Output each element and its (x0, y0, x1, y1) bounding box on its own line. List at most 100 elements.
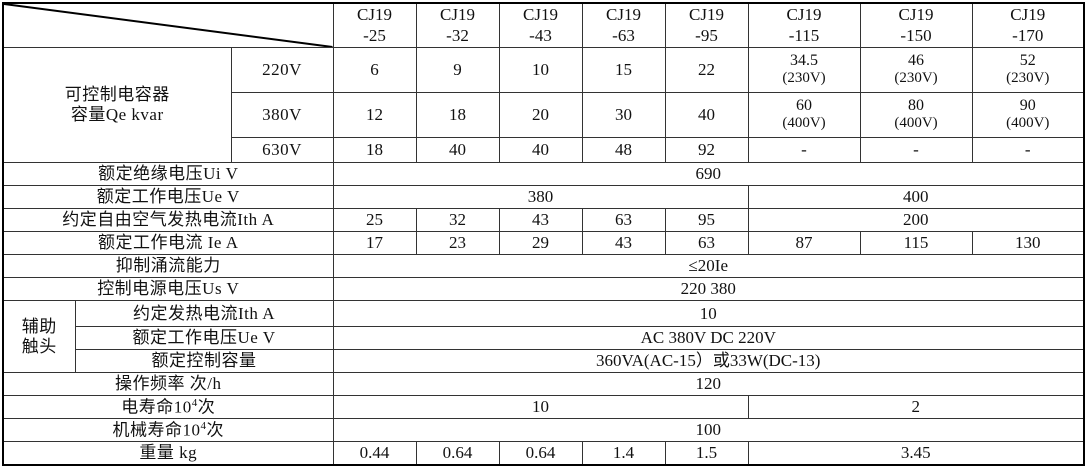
diagonal-divider-icon (4, 4, 332, 47)
capacity-380v-value-3: 20 (498, 91, 583, 138)
aux-control-capacity-value: 360VA(AC-15）或33W(DC-13) (332, 349, 1085, 373)
capacity-380v-value-6: 60 (400V) (747, 91, 861, 138)
value-note: (230V) (894, 70, 938, 87)
weight-value-right: 3.45 (747, 441, 1085, 466)
capacity-380v-value-7: 80 (400V) (859, 91, 973, 138)
operating-voltage-value-left: 380 (332, 185, 749, 210)
value: 46 (908, 52, 924, 70)
value-note: (400V) (1006, 115, 1050, 132)
model-header-2: CJ19 -32 (415, 2, 500, 48)
model-name: CJ19 (357, 5, 392, 25)
row-operating-frequency: 操作频率 次/h 120 (2, 372, 1085, 396)
thermal-current-value-right: 200 (747, 208, 1085, 233)
electrical-life-label-pre: 电寿命10 (121, 397, 192, 417)
capacity-220v-value-4: 15 (581, 47, 666, 93)
aux-thermal-current-value: 10 (332, 300, 1085, 327)
weight-value-2: 0.64 (415, 441, 500, 466)
capacity-630v-value-7: - (859, 136, 973, 164)
model-header-8: CJ19 -170 (971, 2, 1085, 48)
aux-control-capacity-label: 额定控制容量 (74, 349, 334, 373)
row-rated-current: 额定工作电流 Ie A 17 23 29 43 63 87 115 130 (2, 231, 1085, 256)
auxiliary-group-label: 辅助 触头 (2, 300, 76, 373)
aux-operating-voltage-value: AC 380V DC 220V (332, 326, 1085, 350)
model-header-4: CJ19 -63 (581, 2, 666, 48)
row-aux-thermal-current: 辅助 触头 约定发热电流Ith A 10 (2, 300, 1085, 373)
row-aux-control-capacity: 额定控制容量 360VA(AC-15）或33W(DC-13) (3, 349, 1085, 373)
capacity-voltage-220v: 220V (230, 47, 334, 93)
value-note: (400V) (782, 115, 826, 132)
model-suffix: -43 (529, 25, 552, 45)
model-name: CJ19 (523, 5, 558, 25)
model-suffix: -170 (1012, 25, 1044, 45)
capacity-row-220v: 可控制电容器 容量Qe kvar 220V 6 9 10 15 22 34.5 … (2, 46, 1085, 164)
weight-value-1: 0.44 (332, 441, 417, 466)
row-mechanical-life: 机械寿命104次 100 (2, 418, 1085, 442)
value: 52 (1019, 52, 1036, 70)
mechanical-life-label: 机械寿命104次 (2, 418, 334, 442)
model-header-3: CJ19 -43 (498, 2, 583, 48)
weight-value-4: 1.4 (581, 441, 666, 466)
row-aux-operating-voltage: 额定工作电压Ue V AC 380V DC 220V (3, 326, 1085, 350)
capacity-380v-value-1: 12 (332, 91, 417, 138)
model-header-5: CJ19 -95 (664, 2, 749, 48)
rated-current-value-8: 130 (971, 231, 1085, 256)
capacity-220v-value-2: 9 (415, 47, 500, 93)
thermal-current-value-5: 95 (664, 208, 749, 233)
capacity-row-380v: 380V 12 18 20 30 40 60 (400V) 80 (400V) … (3, 91, 1085, 138)
rated-current-value-2: 23 (415, 231, 500, 256)
capacity-row-630v: 630V 18 40 40 48 92 - - - (3, 136, 1085, 164)
weight-label: 重量 kg (2, 441, 334, 466)
operating-frequency-value: 120 (332, 372, 1085, 396)
capacity-220v-value-6: 34.5 (230V) (747, 47, 861, 93)
rated-current-value-5: 63 (664, 231, 749, 256)
value: 34.5 (790, 52, 818, 70)
rated-current-value-3: 29 (498, 231, 583, 256)
capacity-label-line1: 可控制电容器 (64, 85, 170, 105)
corner-spec-label: 规格 (278, 5, 319, 27)
row-control-voltage: 控制电源电压Us V 220 380 (2, 277, 1085, 302)
capacity-220v-value-3: 10 (498, 47, 583, 93)
capacity-630v-value-2: 40 (415, 136, 500, 164)
row-insulation-voltage: 额定绝缘电压Ui V 690 (2, 162, 1085, 187)
mechanical-life-exponent: 4 (200, 419, 207, 432)
model-suffix: -63 (612, 25, 635, 45)
value-note: (400V) (894, 115, 938, 132)
model-name: CJ19 (606, 5, 641, 25)
aux-thermal-current-label: 约定发热电流Ith A (74, 300, 334, 327)
corner-header-cell: 项目 规格 (2, 2, 334, 48)
electrical-life-label-post: 次 (197, 397, 216, 417)
weight-value-5: 1.5 (664, 441, 749, 466)
electrical-life-exponent: 4 (191, 396, 198, 409)
model-name: CJ19 (898, 5, 934, 25)
model-name: CJ19 (1010, 5, 1046, 25)
corner-item-label: 项目 (22, 21, 62, 44)
row-inrush-suppression: 抑制涌流能力 ≤20Ie (2, 254, 1085, 279)
capacity-220v-value-1: 6 (332, 47, 417, 93)
capacity-220v-value-8: 52 (230V) (971, 47, 1085, 93)
capacity-630v-value-5: 92 (664, 136, 749, 164)
inrush-label: 抑制涌流能力 (2, 254, 334, 279)
electrical-life-label: 电寿命104次 (2, 395, 334, 419)
table-header-row: 项目 规格 CJ19 -25 CJ19 -32 CJ19 -43 CJ19 -6… (2, 2, 1085, 48)
capacity-group-label: 可控制电容器 容量Qe kvar (2, 46, 232, 164)
thermal-current-value-3: 43 (498, 208, 583, 233)
rated-current-value-4: 43 (581, 231, 666, 256)
operating-voltage-label: 额定工作电压Ue V (2, 185, 334, 210)
row-operating-voltage: 额定工作电压Ue V 380 400 (2, 185, 1085, 210)
mechanical-life-label-pre: 机械寿命10 (112, 420, 201, 440)
inrush-value: ≤20Ie (332, 254, 1085, 279)
model-header-7: CJ19 -150 (859, 2, 973, 48)
rated-current-value-6: 87 (747, 231, 861, 256)
electrical-life-value-left: 10 (332, 395, 749, 419)
aux-label-line2: 触头 (21, 336, 57, 356)
value: 60 (796, 96, 812, 114)
control-voltage-label: 控制电源电压Us V (2, 277, 334, 302)
capacity-630v-value-6: - (747, 136, 861, 164)
insulation-voltage-value: 690 (332, 162, 1085, 187)
model-suffix: -95 (695, 25, 718, 45)
capacity-voltage-630v: 630V (230, 136, 334, 164)
mechanical-life-label-post: 次 (206, 420, 224, 440)
capacity-voltage-380v: 380V (230, 91, 334, 138)
